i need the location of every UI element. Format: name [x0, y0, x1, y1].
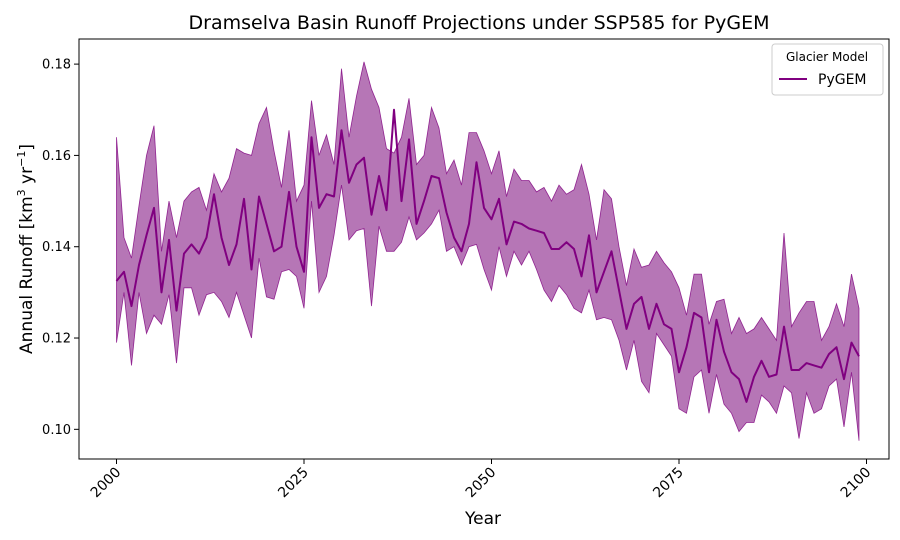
plot-frame	[78, 38, 890, 460]
range-band-pygem	[116, 61, 860, 441]
y-tick-label: 0.16	[42, 149, 71, 164]
legend: Glacier Model PyGEM	[771, 43, 884, 96]
y-tick-label: 0.12	[42, 332, 71, 347]
y-axis-label: Annual Runoff [km3 yr−1]	[15, 144, 37, 354]
legend-title: Glacier Model	[786, 50, 868, 64]
y-tick-label: 0.18	[42, 58, 71, 73]
legend-label-pygem: PyGEM	[818, 72, 867, 88]
x-axis-label: Year	[464, 509, 501, 529]
plot-area	[78, 38, 890, 460]
y-axis: 0.10 0.12 0.14 0.16 0.18	[42, 58, 79, 438]
y-tick-label: 0.10	[42, 423, 71, 438]
y-tick-label: 0.14	[42, 240, 71, 255]
chart-title: Dramselva Basin Runoff Projections under…	[189, 12, 770, 34]
legend-box	[771, 43, 884, 96]
series-line-pygem	[115, 108, 860, 403]
